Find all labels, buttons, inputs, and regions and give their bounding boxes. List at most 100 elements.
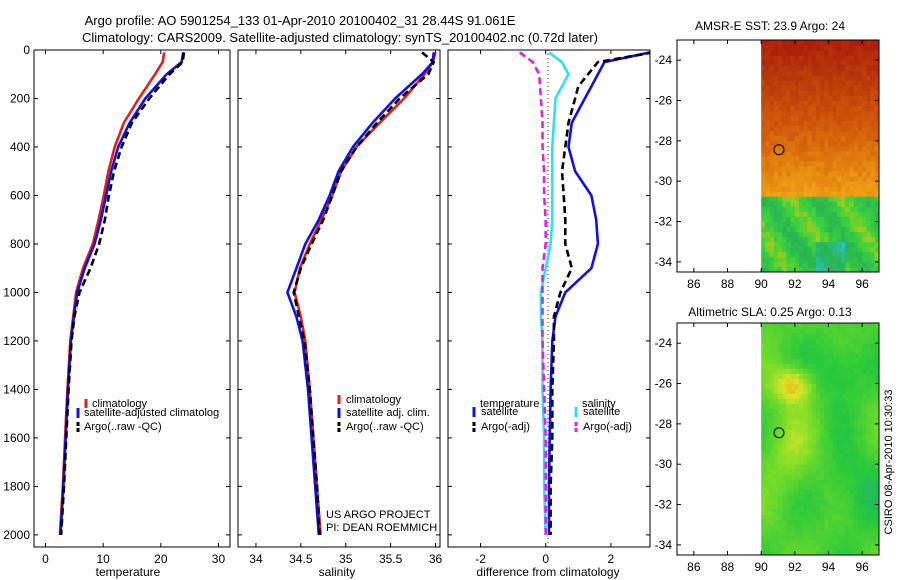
map-cell <box>807 115 813 122</box>
map-cell <box>790 383 796 389</box>
map-cell <box>866 499 871 505</box>
map-cell <box>811 181 817 187</box>
map-cell <box>807 110 813 117</box>
y-tick-label: 1400 <box>3 382 30 396</box>
map-cell <box>853 236 859 243</box>
map-cell <box>765 166 770 172</box>
map-cell <box>828 454 834 460</box>
map-cell <box>845 469 850 475</box>
map-cell <box>799 534 804 541</box>
map-cell <box>828 433 834 440</box>
map-cell <box>824 524 829 531</box>
map-cell <box>769 449 775 455</box>
map-cell <box>786 196 792 202</box>
map-cell <box>857 140 863 147</box>
map-cell <box>778 368 783 374</box>
map-cell <box>811 70 817 76</box>
map-cell <box>845 161 850 167</box>
map-cell <box>765 221 770 228</box>
map-cell <box>866 529 871 536</box>
map-cell <box>778 181 783 187</box>
map-cell <box>862 201 867 207</box>
map-cell <box>841 90 846 96</box>
map-cell <box>870 171 876 177</box>
map-cell <box>761 75 766 81</box>
map-cell <box>761 378 766 384</box>
map-cell <box>849 519 855 526</box>
map-cell <box>857 413 863 420</box>
map-cell <box>832 80 838 86</box>
map-cell <box>870 40 876 46</box>
map-cell <box>832 40 838 46</box>
map-cell <box>820 95 825 101</box>
temperature-xlabel: temperature <box>96 565 161 579</box>
map-cell <box>782 368 787 374</box>
map-cell <box>836 176 842 182</box>
map-cell <box>836 499 842 505</box>
map-cell <box>815 166 821 172</box>
map-cell <box>769 135 775 142</box>
x-tick-label: 90 <box>754 277 768 291</box>
map-cell <box>828 130 834 137</box>
map-cell <box>870 261 876 268</box>
map-cell <box>870 398 876 405</box>
map-cell <box>811 266 817 272</box>
map-cell <box>803 398 808 405</box>
map-cell <box>803 206 808 212</box>
map-cell <box>857 353 863 359</box>
map-cell <box>790 393 796 400</box>
map-cell <box>870 403 876 410</box>
map-cell <box>862 428 867 435</box>
map-cell <box>849 529 855 536</box>
map-cell <box>870 50 876 56</box>
map-cell <box>874 110 879 117</box>
map-cell <box>853 418 859 425</box>
x-tick-label: 20 <box>154 552 168 566</box>
map-cell <box>815 323 821 329</box>
map-cell <box>853 378 859 384</box>
map-cell <box>841 150 846 157</box>
map-cell <box>832 353 838 359</box>
map-cell <box>807 156 813 162</box>
pi-label: PI: DEAN ROEMMICH <box>326 522 437 534</box>
map-cell <box>769 45 775 51</box>
map-cell <box>799 140 804 147</box>
map-cell <box>828 403 834 410</box>
map-cell <box>866 444 871 450</box>
map-cell <box>815 544 821 551</box>
map-cell <box>782 393 787 400</box>
map-cell <box>773 524 779 531</box>
map-cell <box>866 393 871 400</box>
map-cell <box>841 383 846 389</box>
map-cell <box>782 328 787 334</box>
map-cell <box>820 383 825 389</box>
map-cell <box>820 186 825 192</box>
map-cell <box>761 459 766 465</box>
map-cell <box>849 125 855 132</box>
map-cell <box>794 181 800 187</box>
map-cell <box>778 544 783 551</box>
map-cell <box>807 246 813 253</box>
map-cell <box>862 241 867 248</box>
map-cell <box>799 544 804 551</box>
map-cell <box>807 261 813 268</box>
map-cell <box>862 529 867 536</box>
map-cell <box>853 549 859 555</box>
map-cell <box>820 60 825 66</box>
map-cell <box>782 120 787 127</box>
map-cell <box>857 428 863 435</box>
map-cell <box>786 150 792 157</box>
map-cell <box>820 544 825 551</box>
map-cell <box>773 494 779 500</box>
map-cell <box>761 266 766 272</box>
map-cell <box>807 428 813 435</box>
map-cell <box>799 524 804 531</box>
map-cell <box>874 474 879 480</box>
map-cell <box>857 256 863 263</box>
map-cell <box>836 90 842 96</box>
map-cell <box>773 383 779 389</box>
map-cell <box>799 494 804 500</box>
map-cell <box>870 211 876 217</box>
map-cell <box>782 226 787 233</box>
map-cell <box>866 479 871 485</box>
